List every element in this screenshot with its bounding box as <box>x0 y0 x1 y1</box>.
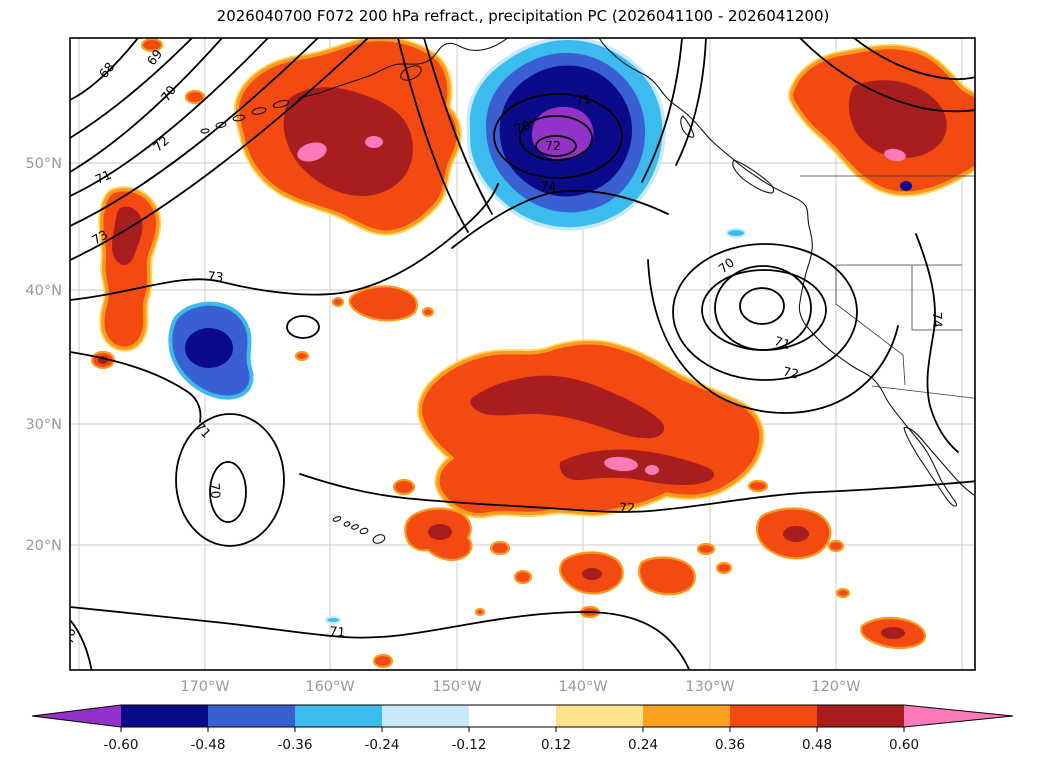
contour-line <box>299 473 975 513</box>
chart-title: 2026040700 F072 200 hPa refract., precip… <box>217 7 830 25</box>
contour-line <box>493 93 623 179</box>
x-axis-tick-label: 150°W <box>432 679 481 695</box>
map-area: 68 69 70 71 72 73 73 70 71 72 74 70 71 7… <box>61 38 975 670</box>
colorbar-segment <box>643 705 730 727</box>
colorbar-tick-label: -0.48 <box>191 737 226 753</box>
contour-label: 72 <box>619 500 635 516</box>
contour-label: 72 <box>545 138 561 153</box>
contour-line <box>915 233 959 453</box>
contour-line <box>70 38 193 139</box>
contour-label: 70 <box>512 117 532 137</box>
colorbar-segment <box>730 705 817 727</box>
colorbar-tick-label: 0.60 <box>889 737 919 753</box>
contour-label: 72 <box>782 364 801 382</box>
colorbar-segment <box>121 705 208 727</box>
colorbar-tick-label: 0.36 <box>715 737 745 753</box>
contour-line <box>70 38 369 261</box>
contour-label: 73 <box>89 227 110 248</box>
colorbar-segment <box>817 705 904 727</box>
colorbar-tick-labels: -0.60 -0.48 -0.36 -0.24 -0.12 0.12 0.24 … <box>104 737 920 753</box>
map-frame <box>69 37 976 671</box>
contour-line <box>70 183 499 301</box>
contour-line <box>70 38 269 197</box>
contour-line <box>799 38 975 113</box>
colorbar-segment <box>469 705 556 727</box>
colorbar-tick-label: 0.12 <box>541 737 571 753</box>
x-axis-tick-label: 130°W <box>685 679 734 695</box>
contour-line <box>672 243 858 381</box>
colorbar-tick-label: -0.36 <box>278 737 313 753</box>
contour-line <box>70 38 223 173</box>
contour-label: 70 <box>61 627 79 646</box>
precip-negative-regions <box>168 38 912 624</box>
contour-line <box>853 38 975 81</box>
colorbar-ticks <box>120 727 905 732</box>
x-axis-tick-label: 170°W <box>180 679 229 695</box>
contour-label: 74 <box>540 178 557 194</box>
contour-label: 74 <box>930 312 946 328</box>
precip-positive-regions <box>90 38 975 669</box>
colorbar-under-arrow <box>32 705 121 727</box>
colorbar-segment <box>295 705 382 727</box>
contour-line <box>641 38 683 183</box>
colorbar: -0.60 -0.48 -0.36 -0.24 -0.12 0.12 0.24 … <box>31 704 1014 753</box>
refract-contours <box>70 38 975 670</box>
contour-line <box>209 461 247 523</box>
contour-label: 73 <box>207 268 224 285</box>
contour-label: 70 <box>158 83 179 105</box>
contour-line <box>70 619 93 670</box>
colorbar-segment <box>382 705 469 727</box>
contour-line <box>647 259 899 414</box>
colorbar-tick-label: 0.48 <box>802 737 832 753</box>
contour-line <box>701 269 827 351</box>
contour-line <box>675 38 707 166</box>
y-axis-tick-label: 50°N <box>25 156 62 172</box>
state-borders <box>800 175 975 399</box>
colorbar-tick-label: -0.60 <box>104 737 139 753</box>
precip-region <box>348 285 419 322</box>
latitude-axis: 50°N 40°N 30°N 20°N <box>25 156 62 554</box>
colorbar-segment <box>556 705 643 727</box>
contour-label: 71 <box>329 623 346 639</box>
y-axis-tick-label: 40°N <box>25 283 62 299</box>
colorbar-tick-label: -0.24 <box>365 737 400 753</box>
contour-label: 71 <box>93 167 114 187</box>
contour-line <box>70 351 202 423</box>
x-axis-tick-label: 140°W <box>558 679 607 695</box>
contour-line <box>397 38 469 233</box>
y-axis-tick-label: 30°N <box>25 417 62 433</box>
contour-label: 71 <box>773 333 793 352</box>
colorbar-tick-label: 0.24 <box>628 737 658 753</box>
contour-line <box>423 38 493 215</box>
contour-line <box>451 189 669 249</box>
contour-line <box>535 135 577 157</box>
colorbar-over-arrow <box>904 705 1013 727</box>
x-axis-tick-label: 160°W <box>305 679 354 695</box>
colorbar-segment <box>208 705 295 727</box>
longitude-axis: 170°W 160°W 150°W 140°W 130°W 120°W <box>180 679 860 695</box>
x-axis-tick-label: 120°W <box>811 679 860 695</box>
contour-label: 70 <box>207 482 223 499</box>
contour-line <box>286 315 320 339</box>
contour-line <box>519 115 593 161</box>
y-axis-tick-label: 20°N <box>25 538 62 554</box>
precip-region <box>638 556 696 596</box>
contour-line <box>175 413 285 547</box>
contour-line <box>70 38 319 227</box>
contour-label: 71 <box>574 91 593 109</box>
contour-line <box>739 287 785 325</box>
contour-line <box>70 38 139 101</box>
contour-line <box>70 606 691 670</box>
colorbar-tick-label: -0.12 <box>452 737 487 753</box>
